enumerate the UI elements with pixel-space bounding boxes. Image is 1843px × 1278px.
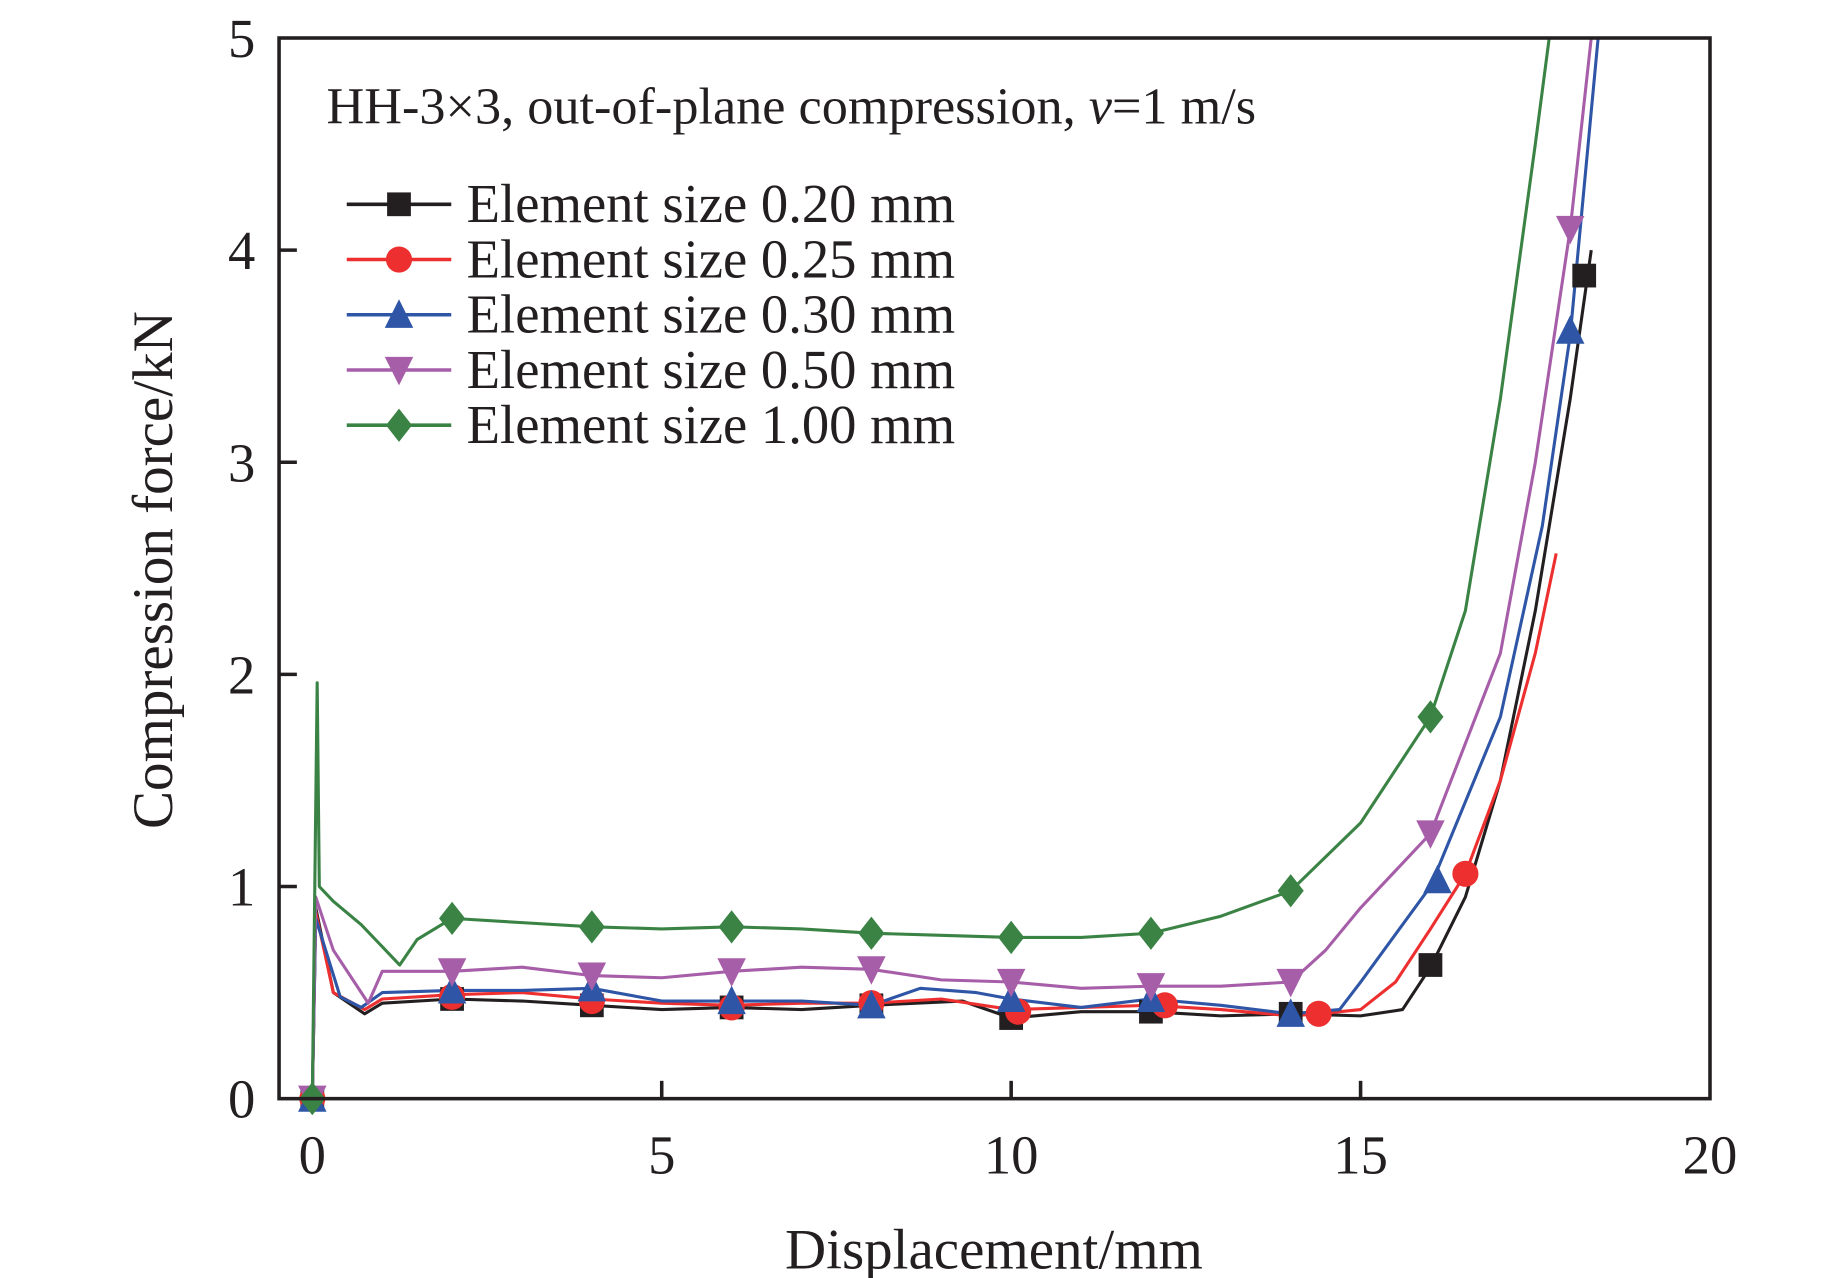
data-point-marker: [437, 958, 467, 987]
plot-frame: [277, 36, 1712, 1101]
data-point-marker: [1572, 263, 1597, 288]
data-point-marker: [996, 983, 1026, 1013]
legend-marker-icon: [385, 408, 413, 442]
data-point-marker: [439, 901, 466, 935]
y-tick-label: 5: [228, 8, 255, 69]
data-point-marker: [718, 910, 745, 944]
data-point-marker: [1423, 864, 1452, 894]
y-tick-label: 2: [228, 644, 255, 705]
legend-label: Element size 0.20 mm: [467, 173, 955, 234]
data-point-marker: [1136, 973, 1166, 1002]
y-tick-label: 3: [228, 432, 255, 493]
data-point-marker: [1555, 215, 1585, 245]
series-line-4: [310, 38, 1551, 1099]
data-point-marker: [1417, 700, 1444, 734]
data-point-marker: [717, 985, 746, 1015]
x-tick-label: 0: [299, 1124, 326, 1185]
data-point-marker: [998, 920, 1025, 955]
data-point-marker: [578, 910, 605, 944]
data-point-marker: [1305, 1000, 1332, 1027]
data-point-marker: [858, 916, 885, 950]
data-point-marker: [1137, 916, 1164, 950]
y-axis-label: Compression force/kN: [122, 311, 185, 829]
data-point-marker: [1416, 820, 1445, 849]
x-tick-label: 15: [1333, 1124, 1388, 1185]
y-tick-label: 4: [228, 220, 255, 281]
legend-marker-icon: [384, 356, 414, 386]
data-point-marker: [1276, 968, 1305, 998]
data-point-marker: [1277, 874, 1304, 908]
series-line-1: [310, 553, 1558, 1099]
data-point-marker: [1555, 315, 1585, 344]
x-axis-label: Displacement/mm: [785, 1218, 1203, 1278]
legend-label: Element size 1.00 mm: [467, 394, 955, 455]
x-tick-label: 20: [1683, 1124, 1738, 1185]
chart-title: HH-3×3, out-of-plane compression, v=1 m/…: [327, 78, 1257, 136]
data-point-marker: [717, 958, 746, 987]
data-point-marker: [857, 956, 886, 985]
data-point-marker: [996, 968, 1026, 998]
data-point-marker: [437, 975, 467, 1004]
data-point-marker: [1418, 953, 1443, 977]
x-tick-label: 5: [648, 1124, 675, 1185]
legend-label: Element size 0.30 mm: [467, 284, 955, 345]
legend-label: Element size 0.25 mm: [467, 228, 955, 289]
data-point-marker: [577, 962, 607, 992]
y-tick-label: 0: [228, 1069, 255, 1130]
series-line-2: [310, 38, 1600, 1099]
data-point-marker: [1276, 998, 1305, 1027]
legend-marker-icon: [385, 246, 413, 273]
data-point-marker: [857, 989, 886, 1019]
series-line-0: [310, 249, 1593, 1099]
x-tick-label: 10: [984, 1124, 1039, 1185]
legend-marker-icon: [387, 192, 411, 217]
y-tick-label: 1: [228, 857, 255, 918]
legend-marker-icon: [384, 299, 414, 328]
legend-label: Element size 0.50 mm: [467, 339, 955, 400]
data-point-marker: [1452, 860, 1479, 887]
